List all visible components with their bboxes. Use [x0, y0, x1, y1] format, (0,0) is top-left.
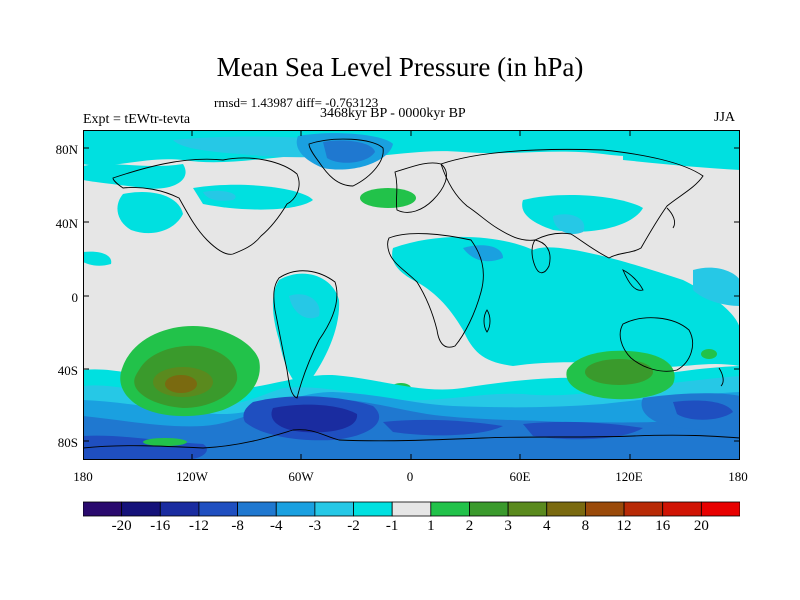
- colorbar-label: 4: [543, 518, 551, 534]
- colorbar-label: 8: [581, 518, 590, 534]
- field-region: [701, 349, 717, 359]
- colorbar-label: -20: [111, 518, 132, 534]
- x-tick-label: 120W: [176, 469, 208, 484]
- map-ticks: [83, 130, 740, 460]
- colorbar-label: 1: [427, 518, 435, 534]
- colorbar-swatch: [159, 501, 200, 517]
- colorbar-swatch: [623, 501, 664, 517]
- coastline: [308, 138, 384, 187]
- field-region: [693, 267, 740, 306]
- colorbar-swatch: [83, 501, 123, 517]
- colorbar: [83, 501, 740, 517]
- coastline: [387, 233, 484, 348]
- y-tick-label: 80N: [55, 142, 78, 157]
- colorbar-label: -1: [385, 518, 399, 534]
- field-region: [673, 400, 733, 420]
- x-tick-label: 60E: [509, 469, 531, 484]
- colorbar-swatch: [700, 501, 740, 517]
- x-tick-label: 120E: [615, 469, 643, 484]
- coastline: [273, 270, 338, 399]
- colorbar-label: -16: [150, 518, 171, 534]
- field-region: [623, 147, 740, 170]
- colorbar-swatch: [585, 501, 625, 517]
- colorbar-swatch: [275, 501, 316, 517]
- field-region: [83, 164, 186, 189]
- field-region: [83, 435, 207, 460]
- colorbar-swatch: [430, 501, 470, 517]
- coastline: [622, 269, 644, 291]
- field-region: [323, 140, 375, 163]
- field-region: [383, 419, 503, 436]
- colorbar-label: 3: [504, 518, 512, 534]
- colorbar-label: -2: [347, 518, 360, 534]
- colorbar-label: -4: [269, 518, 283, 534]
- coastline: [483, 309, 491, 333]
- field-region: [117, 192, 183, 234]
- field-region: [545, 132, 635, 153]
- field-region: [360, 188, 416, 208]
- y-tick-label: 0: [71, 290, 79, 305]
- coastlines: [83, 138, 740, 449]
- colorbar-swatch: [662, 501, 702, 517]
- coastline: [112, 157, 300, 255]
- field-region: [143, 438, 187, 446]
- coastline: [440, 148, 704, 259]
- field-region: [272, 273, 340, 390]
- colorbar-swatch: [546, 501, 586, 517]
- period-label: 3468kyr BP - 0000kyr BP: [320, 106, 466, 121]
- y-tick-label: 40N: [55, 216, 78, 231]
- y-tick-label: 40S: [57, 363, 78, 378]
- pressure-anomaly-map: [83, 130, 740, 460]
- experiment-label: Expt = tEWtr-tevta: [83, 112, 191, 127]
- map-title: Mean Sea Level Pressure (in hPa): [216, 52, 584, 82]
- stats-label: rmsd= 1.43987 diff= -0.763123: [214, 95, 379, 110]
- field-region: [553, 214, 585, 235]
- colorbar-swatch: [507, 501, 548, 517]
- field-region: [463, 245, 503, 262]
- x-tick-label: 180: [728, 469, 748, 484]
- coastline: [531, 239, 551, 274]
- colorbar-label: 16: [655, 518, 671, 534]
- field-region: [165, 375, 197, 393]
- colorbar-swatch: [314, 501, 354, 517]
- field-region: [193, 184, 313, 210]
- colorbar-swatch: [121, 501, 161, 517]
- field-region: [392, 236, 740, 367]
- colorbar-swatch: [469, 501, 509, 517]
- colorbar-swatch: [237, 501, 277, 517]
- field-region: [585, 359, 653, 385]
- colorbar-swatch: [391, 501, 432, 517]
- coastline: [394, 162, 447, 213]
- colorbar-swatch: [198, 501, 238, 517]
- colorbar-label: -3: [308, 518, 322, 534]
- y-tick-label: 80S: [57, 435, 78, 450]
- colorbar-label: 2: [465, 518, 474, 534]
- field-region: [83, 251, 112, 266]
- field-region: [271, 404, 358, 433]
- x-tick-label: 60W: [288, 469, 314, 484]
- x-tick-label: 180: [73, 469, 93, 484]
- field-region: [289, 294, 320, 319]
- coastline: [666, 207, 676, 229]
- coastline: [619, 317, 693, 372]
- coastline: [83, 429, 740, 449]
- field-region: [522, 194, 643, 232]
- colorbar-label: 20: [693, 518, 709, 534]
- x-tick-label: 0: [406, 469, 414, 484]
- field-region: [523, 421, 643, 440]
- field-region: [203, 190, 236, 201]
- season-label: JJA: [714, 110, 736, 125]
- coastline: [718, 367, 724, 387]
- colorbar-label: 12: [616, 518, 632, 534]
- colorbar-label: -8: [231, 518, 244, 534]
- colorbar-label: -12: [188, 518, 209, 534]
- colorbar-swatch: [353, 501, 393, 517]
